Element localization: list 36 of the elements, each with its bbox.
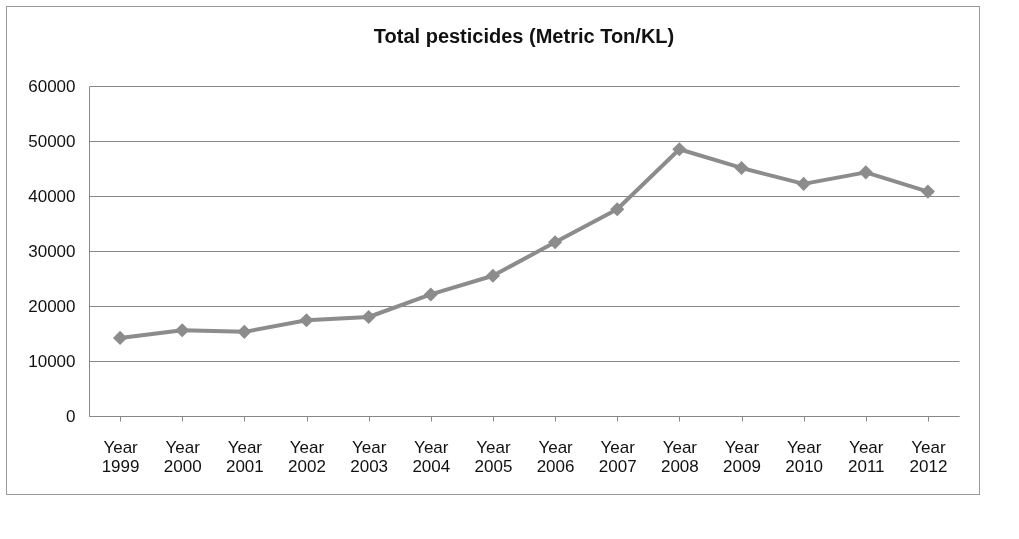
point <box>920 184 935 199</box>
x-tick-label: Year 2007 <box>598 437 637 476</box>
x-tick-label: Year 2010 <box>785 437 824 476</box>
x-tick-label: Year 2005 <box>474 437 513 476</box>
point <box>299 313 314 328</box>
point <box>485 268 500 283</box>
point <box>796 176 811 191</box>
point <box>734 160 749 176</box>
x-tick-label: Year 2003 <box>350 437 389 476</box>
point <box>858 165 873 180</box>
y-tick-label: 0 <box>66 406 76 426</box>
point <box>113 330 128 345</box>
y-tick-label: 10000 <box>28 351 76 371</box>
x-tick-label: Year 2004 <box>412 437 451 476</box>
point <box>548 235 563 250</box>
y-tick-label: 50000 <box>28 131 76 151</box>
point <box>175 323 190 338</box>
y-tick-label: 30000 <box>28 241 76 261</box>
point <box>361 309 376 325</box>
x-tick-label: Year 2000 <box>163 437 202 476</box>
x-tick-label: Year 2009 <box>723 437 761 476</box>
x-tick-label: Year 2001 <box>225 437 264 476</box>
x-tick-label: Year 2008 <box>660 437 699 476</box>
point <box>237 324 252 339</box>
x-tick-label: Year 2002 <box>288 437 326 476</box>
y-tick-label: 20000 <box>28 296 76 316</box>
x-tick-label: Year 2011 <box>848 437 885 476</box>
chart-title: Total pesticides (Metric Ton/KL) <box>373 25 675 47</box>
x-tick-label: Year 2012 <box>909 437 948 476</box>
y-tick-label: 40000 <box>28 186 76 206</box>
point <box>423 287 438 302</box>
x-tick-label: Year 2006 <box>536 437 575 476</box>
y-tick-label: 60000 <box>28 76 76 96</box>
x-tick-label: Year 1999 <box>101 437 140 476</box>
point <box>610 202 625 217</box>
point <box>672 142 687 157</box>
